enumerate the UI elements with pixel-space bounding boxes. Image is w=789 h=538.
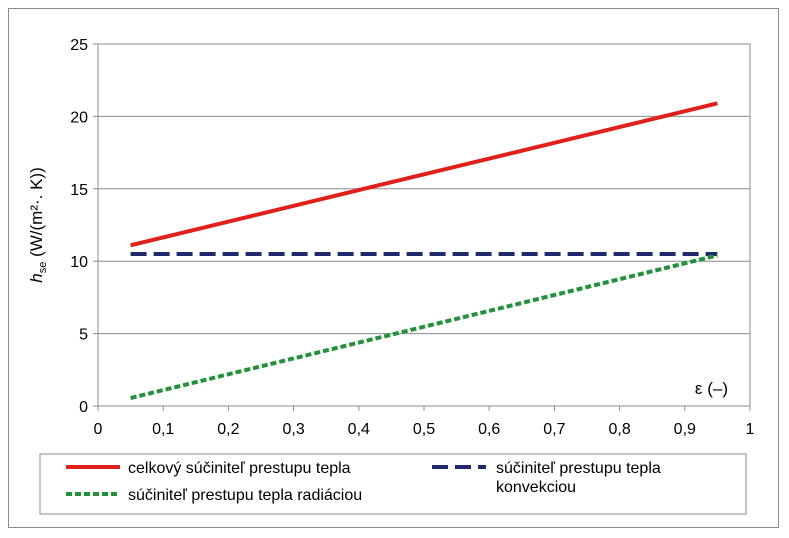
x-tick-label: 0,6 xyxy=(478,421,500,438)
legend-label-3: súčiniteľ prestupu tepla radiáciou xyxy=(128,487,362,504)
grid-lines xyxy=(98,115,750,335)
x-tick-label: 0,2 xyxy=(217,421,239,438)
y-axis-label-symbol: h xyxy=(27,273,46,282)
y-tick-label: 25 xyxy=(70,37,88,54)
y-axis-label: hse (W/(m²·. K)) xyxy=(27,167,49,283)
x-tick-label: 0,1 xyxy=(152,421,174,438)
y-tick-label: 15 xyxy=(70,182,88,199)
legend: celkový súčiniteľ prestupu tepla súčinite… xyxy=(39,453,747,515)
y-tick-label: 10 xyxy=(70,254,88,271)
chart-frame xyxy=(8,8,779,528)
legend-label-2: konvekciou xyxy=(496,479,576,496)
x-tick-label: 0,8 xyxy=(608,421,630,438)
series-line-3 xyxy=(130,253,718,400)
x-tick-label: 0,3 xyxy=(282,421,304,438)
y-axis-label-unit: (W/(m²·. K)) xyxy=(27,167,46,261)
y-axis: 0 5 10 15 20 25 xyxy=(70,37,98,416)
plot-area xyxy=(97,43,751,407)
y-tick-label: 0 xyxy=(79,399,88,416)
x-axis-label: ε (–) xyxy=(695,379,728,398)
x-tick-label: 0,9 xyxy=(674,421,696,438)
x-axis: 0 0,1 0,2 0,3 0,4 0,5 0,6 0,7 0,8 0,9 1 xyxy=(94,406,755,438)
x-tick-label: 0,4 xyxy=(348,421,370,438)
legend-label-1: celkový súčiniteľ prestupu tepla xyxy=(128,460,351,477)
x-tick-label: 1 xyxy=(746,421,755,438)
x-tick-label: 0 xyxy=(94,421,103,438)
legend-box xyxy=(39,453,747,515)
y-axis-label-subscript: se xyxy=(37,262,49,274)
series-group xyxy=(130,101,718,400)
legend-label-2: súčiniteľ prestupu tepla xyxy=(496,460,661,477)
x-tick-label: 0,7 xyxy=(543,421,565,438)
series-line-1 xyxy=(130,101,718,248)
x-tick-label: 0,5 xyxy=(413,421,435,438)
y-tick-label: 20 xyxy=(70,109,88,126)
y-tick-label: 5 xyxy=(79,327,88,344)
